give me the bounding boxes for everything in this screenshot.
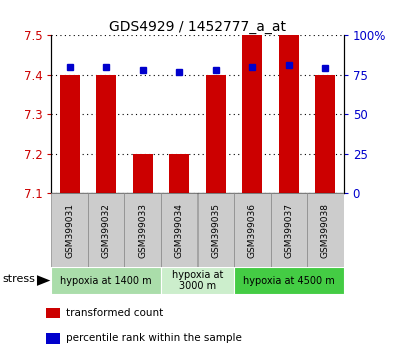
Bar [60,75,80,193]
Bar [271,193,307,267]
Text: stress: stress [3,274,36,284]
Bar [206,75,226,193]
Text: GSM399038: GSM399038 [321,202,330,258]
Bar [161,267,234,294]
Bar [234,193,271,267]
Text: GSM399036: GSM399036 [248,202,257,258]
Polygon shape [37,275,50,286]
Bar [169,154,189,193]
Bar [234,267,344,294]
Bar [124,193,161,267]
Bar [88,193,124,267]
Text: hypoxia at 1400 m: hypoxia at 1400 m [60,275,152,286]
Bar [133,154,153,193]
Text: transformed count: transformed count [66,308,163,318]
Bar [279,35,299,193]
Text: GSM399031: GSM399031 [65,202,74,258]
Text: GSM399032: GSM399032 [102,202,111,258]
Text: GSM399035: GSM399035 [211,202,220,258]
Bar [51,193,88,267]
Bar [51,267,161,294]
Text: percentile rank within the sample: percentile rank within the sample [66,333,242,343]
Bar [307,193,344,267]
Bar [315,75,335,193]
Text: GSM399034: GSM399034 [175,202,184,258]
Bar [47,308,60,319]
Bar [96,75,116,193]
Text: GSM399033: GSM399033 [138,202,147,258]
Text: hypoxia at
3000 m: hypoxia at 3000 m [172,270,223,291]
Bar [242,35,262,193]
Bar [47,333,60,344]
Title: GDS4929 / 1452777_a_at: GDS4929 / 1452777_a_at [109,21,286,34]
Text: hypoxia at 4500 m: hypoxia at 4500 m [243,275,335,286]
Bar [198,193,234,267]
Bar [161,193,198,267]
Text: GSM399037: GSM399037 [284,202,293,258]
